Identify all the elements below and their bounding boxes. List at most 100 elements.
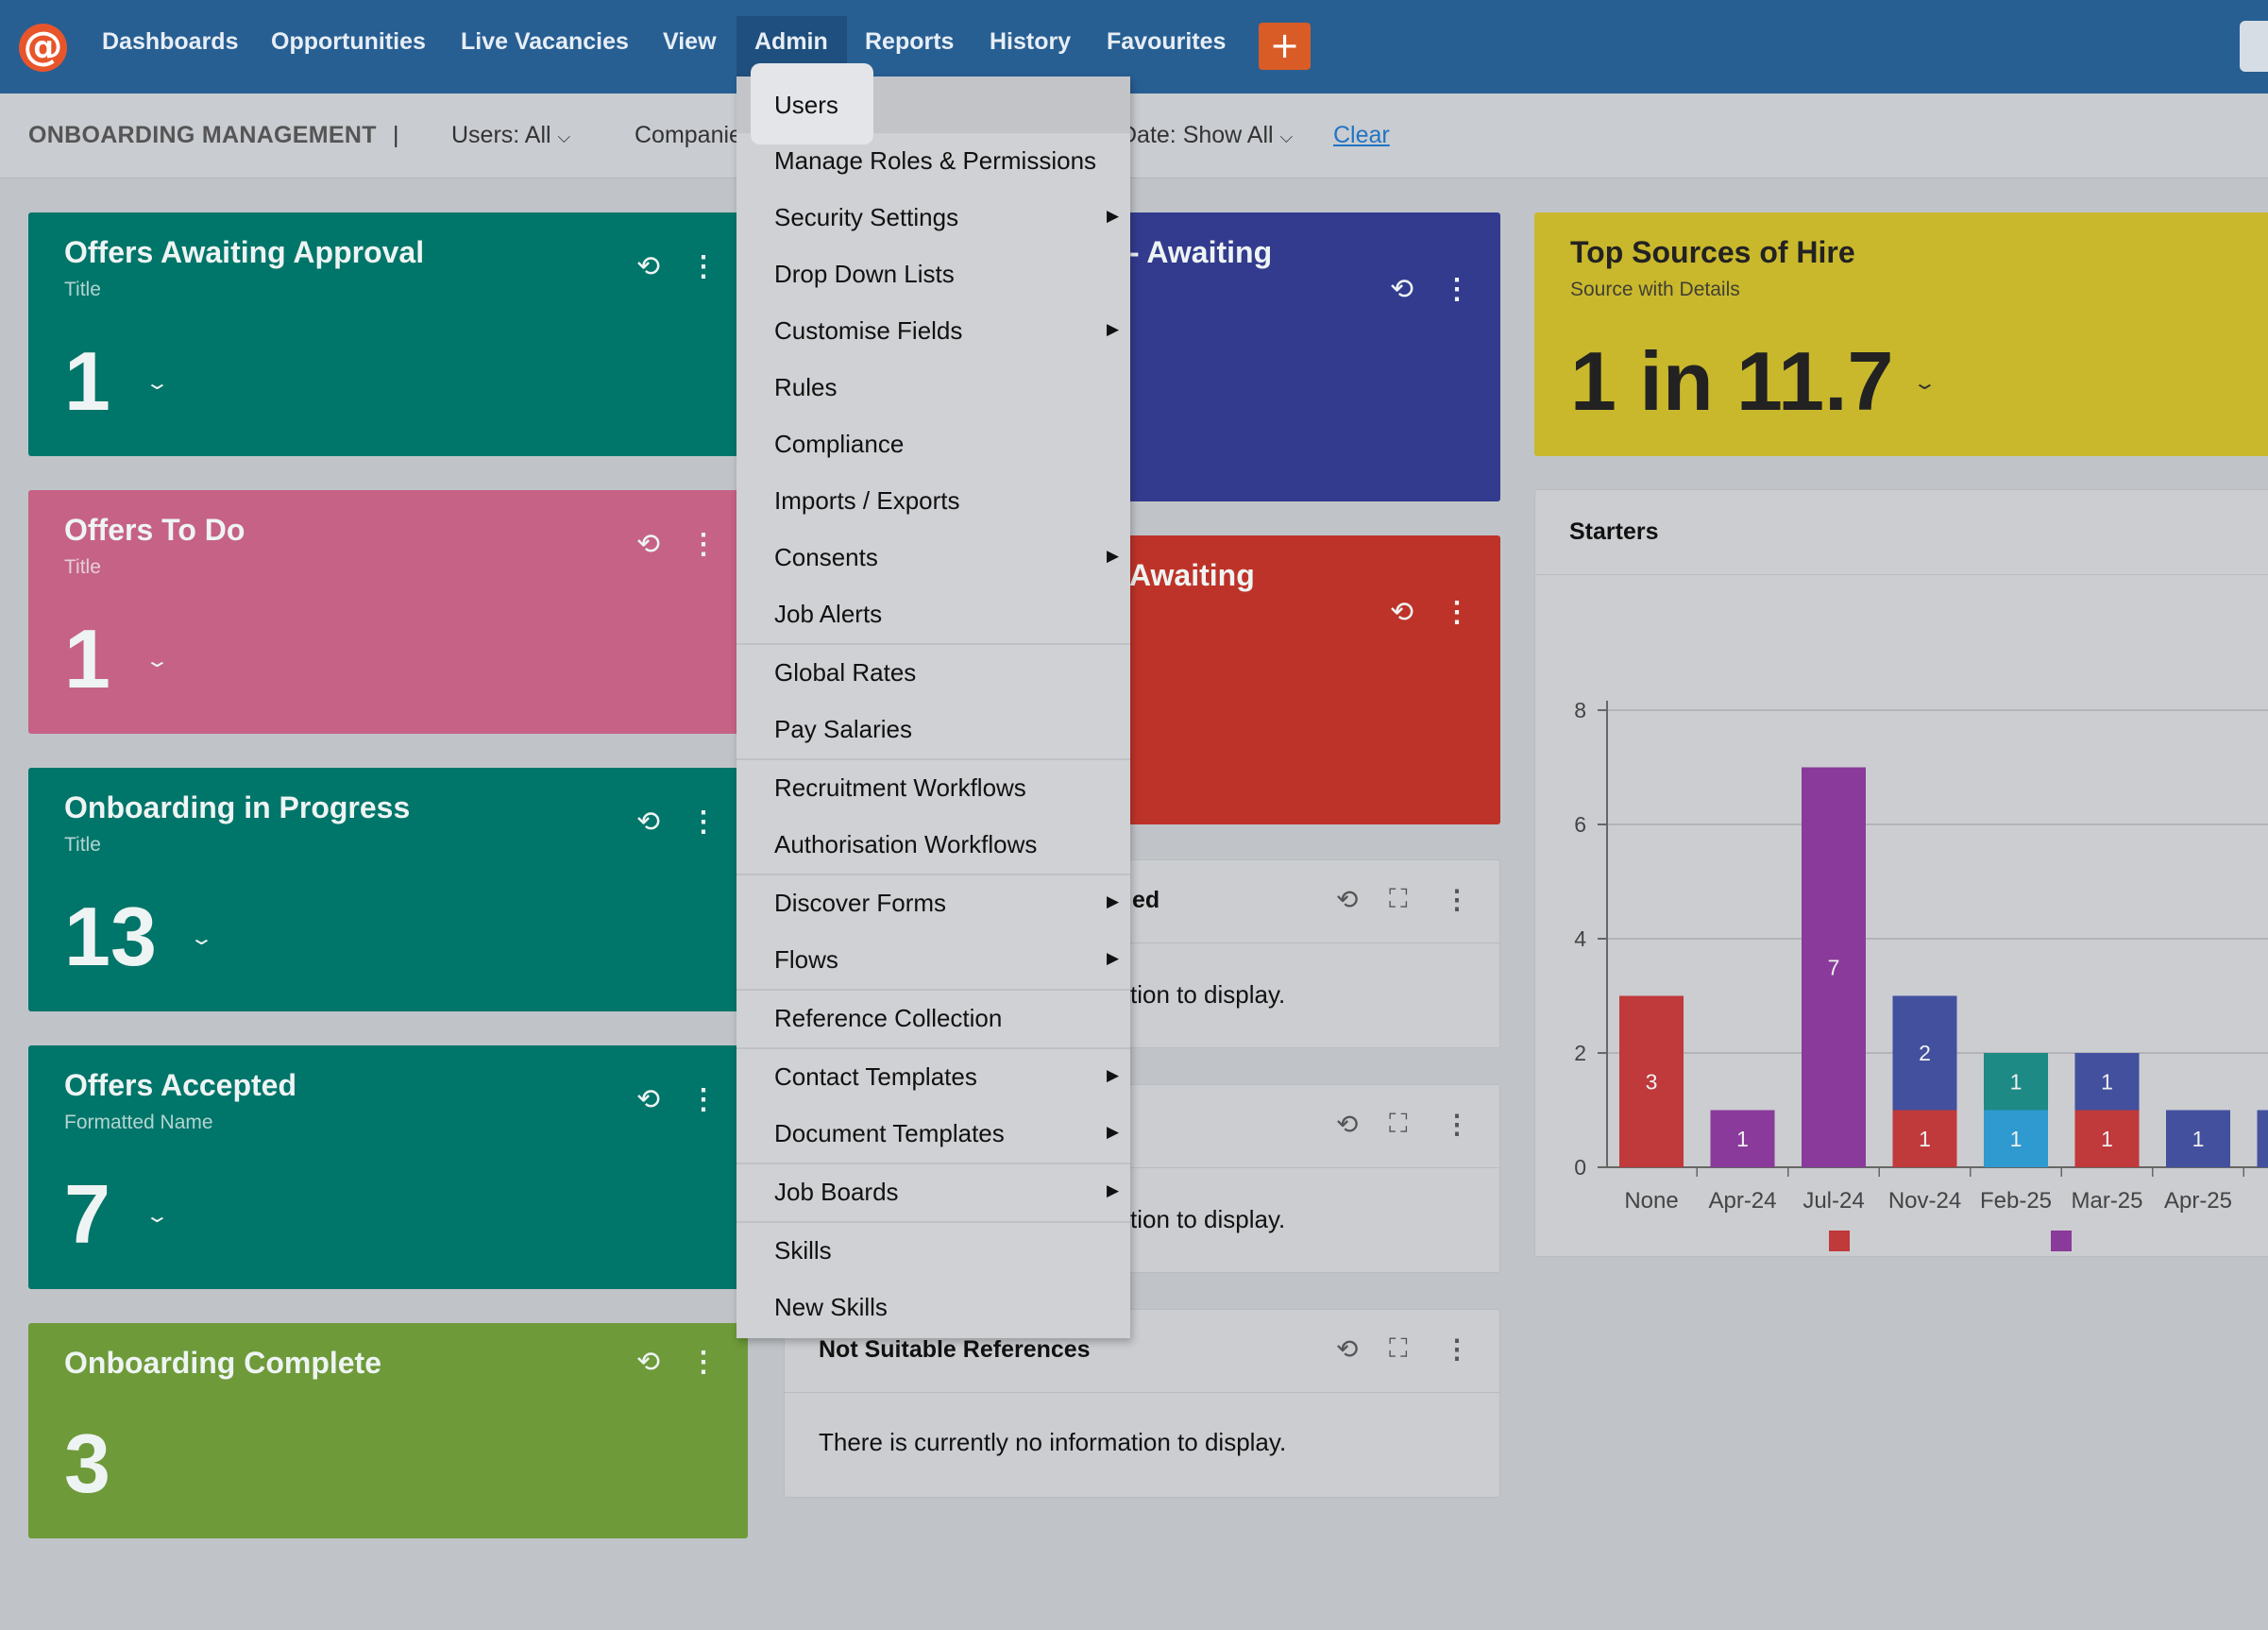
more-vertical-icon[interactable]: ⋮ [689, 529, 718, 560]
tile-title: Offers Accepted [64, 1068, 296, 1102]
menu-item-discover-forms[interactable]: Discover Forms ▶ [736, 875, 1130, 932]
x-tick-label: Feb-25 [1980, 1188, 2052, 1214]
menu-item-compliance[interactable]: Compliance [736, 416, 1130, 473]
add-button[interactable]: + [1259, 23, 1311, 70]
nav-reports[interactable]: Reports [865, 28, 955, 55]
starters-chart: 0 2 4 6 8 3 None 1 Apr-24 7 Jul-24 1 2 Nov-24 1 1 Feb-25… [1574, 698, 2268, 1251]
x-tick-label: Jul-24 [1803, 1188, 1864, 1214]
more-vertical-icon[interactable]: ⋮ [1444, 1334, 1470, 1364]
submenu-arrow-icon: ▶ [1107, 949, 1120, 967]
menu-item-label: New Skills [774, 1293, 888, 1321]
menu-item-reference-collection[interactable]: Reference Collection [736, 991, 1130, 1047]
admin-dropdown-menu: Manage Roles & Permissions Security Setti… [736, 76, 1130, 1338]
top-sources-of-hire-tile[interactable]: Top Sources of Hire Source with Details … [1534, 212, 2268, 456]
menu-item-rules[interactable]: Rules [736, 360, 1130, 416]
nav-dashboards[interactable]: Dashboards [102, 28, 239, 55]
more-vertical-icon[interactable]: ⋮ [689, 1084, 718, 1115]
menu-item-consents[interactable]: Consents ▶ [736, 530, 1130, 586]
legend-swatch [1829, 1231, 1850, 1251]
filter-bar: ONBOARDING MANAGEMENT | Users: All ⌵ Com… [0, 93, 2268, 178]
menu-item-label: Consents [774, 543, 878, 571]
tile-title: Onboarding in Progress [64, 790, 411, 824]
onboarding-complete-tile[interactable]: Onboarding Complete 3 ⟲ ⋮ [28, 1323, 748, 1538]
chevron-down-icon[interactable]: ⌄ [188, 928, 214, 949]
refresh-icon[interactable]: ⟲ [1390, 597, 1414, 628]
more-vertical-icon[interactable]: ⋮ [689, 251, 718, 282]
bar-data-label: 3 [1646, 1069, 1658, 1094]
menu-item-label: Customise Fields [774, 316, 963, 345]
refresh-icon[interactable]: ⟲ [636, 1084, 661, 1115]
date-filter[interactable]: Date: Show All ⌵ [1120, 122, 1293, 149]
menu-item-global-rates[interactable]: Global Rates [736, 645, 1130, 702]
refresh-icon[interactable]: ⟲ [636, 1347, 661, 1378]
submenu-arrow-icon: ▶ [1107, 547, 1120, 565]
menu-item-imports-exports[interactable]: Imports / Exports [736, 473, 1130, 530]
menu-item-pay-salaries[interactable]: Pay Salaries [736, 702, 1130, 758]
tile-title: - Awaiting [1129, 235, 1273, 269]
expand-icon[interactable]: ⛶ [1389, 884, 1408, 913]
refresh-icon[interactable]: ⟲ [636, 251, 661, 282]
bar [1710, 1110, 1775, 1167]
bar-data-label: 1 [2101, 1127, 2113, 1151]
y-tick-label: 2 [1574, 1041, 1586, 1065]
nav-history[interactable]: History [990, 28, 1072, 55]
more-vertical-icon[interactable]: ⋮ [1444, 885, 1470, 914]
onboarding-in-progress-tile[interactable]: Onboarding in Progress Title 13 ⌄ ⟲ ⋮ [28, 768, 748, 1011]
menu-item-document-templates[interactable]: Document Templates ▶ [736, 1106, 1130, 1163]
refresh-icon[interactable]: ⟲ [636, 529, 661, 560]
chevron-down-icon[interactable]: ⌄ [144, 651, 170, 671]
menu-item-customise-fields[interactable]: Customise Fields ▶ [736, 303, 1130, 360]
submenu-arrow-icon: ▶ [1107, 1066, 1120, 1084]
bar-data-label: 1 [2101, 1069, 2113, 1094]
menu-item-job-boards[interactable]: Job Boards ▶ [736, 1164, 1130, 1221]
refresh-icon[interactable]: ⟲ [1336, 1110, 1359, 1139]
menu-item-drop-down-lists[interactable]: Drop Down Lists [736, 246, 1130, 303]
clear-filters-link[interactable]: Clear [1333, 122, 1390, 148]
nav-admin[interactable]: Admin [754, 28, 828, 55]
tile-value: 7 [64, 1167, 110, 1261]
menu-item-new-skills[interactable]: New Skills [736, 1280, 1130, 1336]
menu-item-flows[interactable]: Flows ▶ [736, 932, 1130, 989]
expand-icon[interactable]: ⛶ [1389, 1109, 1408, 1138]
menu-item-authorisation-workflows[interactable]: Authorisation Workflows [736, 817, 1130, 874]
menu-item-label: Manage Roles & Permissions [774, 146, 1097, 175]
menu-item-security-settings[interactable]: Security Settings ▶ [736, 190, 1130, 246]
offers-awaiting-approval-tile[interactable]: Offers Awaiting Approval Title 1 ⌄ ⟲ ⋮ [28, 212, 748, 456]
menu-item-contact-templates[interactable]: Contact Templates ▶ [736, 1049, 1130, 1106]
nav-opportunities[interactable]: Opportunities [271, 28, 426, 55]
users-filter[interactable]: Users: All ⌵ [451, 122, 570, 149]
search-input[interactable] [2240, 21, 2268, 72]
nav-view[interactable]: View [663, 28, 717, 55]
refresh-icon[interactable]: ⟲ [1390, 274, 1414, 305]
menu-item-skills[interactable]: Skills [736, 1223, 1130, 1280]
more-vertical-icon[interactable]: ⋮ [689, 807, 718, 838]
refresh-icon[interactable]: ⟲ [1336, 1334, 1359, 1364]
menu-item-recruitment-workflows[interactable]: Recruitment Workflows [736, 760, 1130, 817]
more-vertical-icon[interactable]: ⋮ [1443, 597, 1471, 628]
offers-to-do-tile[interactable]: Offers To Do Title 1 ⌄ ⟲ ⋮ [28, 490, 748, 734]
refresh-icon[interactable]: ⟲ [636, 807, 661, 838]
menu-item-users-label[interactable]: Users [774, 91, 838, 119]
expand-icon[interactable]: ⛶ [1389, 1333, 1408, 1363]
chevron-down-icon[interactable]: ⌄ [144, 1206, 170, 1227]
chevron-down-icon[interactable]: ⌄ [144, 373, 170, 394]
menu-item-job-alerts[interactable]: Job Alerts [736, 586, 1130, 643]
app-logo[interactable] [19, 23, 67, 72]
nav-favourites[interactable]: Favourites [1107, 28, 1227, 55]
nav-live-vacancies[interactable]: Live Vacancies [461, 28, 629, 55]
refresh-icon[interactable]: ⟲ [1336, 885, 1359, 914]
companies-filter[interactable]: Companies [635, 122, 754, 148]
menu-item-label: Reference Collection [774, 1004, 1003, 1032]
empty-message: tion to display. [1130, 980, 1286, 1009]
tile-title: Top Sources of Hire [1570, 235, 1855, 269]
tile-subtitle: Formatted Name [64, 1112, 213, 1133]
more-vertical-icon[interactable]: ⋮ [1443, 274, 1471, 305]
menu-item-label: Job Alerts [774, 600, 883, 628]
more-vertical-icon[interactable]: ⋮ [1444, 1110, 1470, 1139]
more-vertical-icon[interactable]: ⋮ [689, 1347, 718, 1378]
panel-title: ed [1132, 887, 1160, 913]
offers-accepted-tile[interactable]: Offers Accepted Formatted Name 7 ⌄ ⟲ ⋮ [28, 1045, 748, 1289]
menu-item-manage-roles-permissions[interactable]: Manage Roles & Permissions [736, 133, 1130, 190]
chevron-down-icon[interactable]: ⌄ [1911, 373, 1938, 394]
menu-item-label: Rules [774, 373, 838, 401]
